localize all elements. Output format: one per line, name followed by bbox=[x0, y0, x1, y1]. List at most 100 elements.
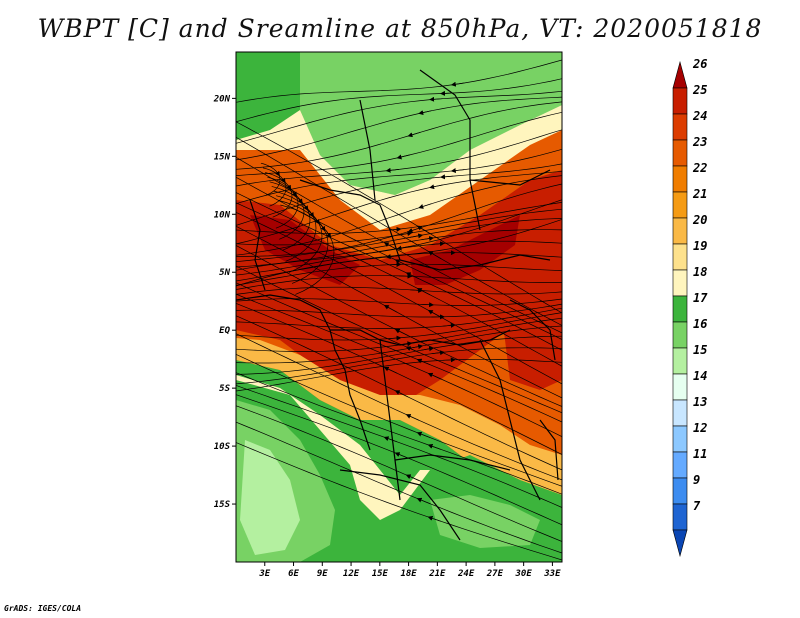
colorbar-label: 26 bbox=[692, 57, 707, 71]
lon-tick-label: 24E bbox=[457, 569, 475, 579]
border-line bbox=[419, 69, 481, 231]
streamline bbox=[236, 421, 562, 554]
streamline-arrow bbox=[420, 302, 435, 308]
streamline-arrow bbox=[383, 242, 398, 250]
border-line bbox=[394, 454, 511, 471]
streamline-arrow bbox=[427, 516, 442, 522]
streamline-arrow bbox=[429, 96, 443, 102]
north-green-region bbox=[300, 52, 562, 195]
streamline bbox=[236, 183, 562, 263]
streamline-arrow bbox=[394, 328, 409, 336]
streamline bbox=[236, 347, 562, 385]
lat-tick-label: 5S bbox=[219, 384, 230, 394]
streamline bbox=[236, 282, 562, 423]
colorbar-swatch bbox=[672, 503, 688, 531]
streamline bbox=[236, 303, 562, 318]
colorbar-label: 13 bbox=[693, 395, 707, 409]
streamline-arrow bbox=[427, 310, 442, 318]
border-line bbox=[299, 179, 401, 261]
border-line bbox=[236, 294, 371, 451]
streamline-arrow bbox=[405, 474, 420, 481]
streamline-arrow bbox=[420, 236, 435, 241]
colorbar-label: 25 bbox=[692, 83, 707, 97]
grads-credit: GrADS: IGES/COLA bbox=[4, 604, 82, 613]
colorbar-swatch bbox=[672, 269, 688, 297]
streamline bbox=[236, 265, 562, 414]
streamline-arrow bbox=[396, 245, 410, 251]
streamline-arrow bbox=[385, 167, 400, 173]
colorbar-swatch bbox=[672, 425, 688, 453]
streamline bbox=[236, 96, 562, 161]
latitude-axis: 20N 15N 10N 5N EQ 5S 10S 15S bbox=[213, 94, 236, 510]
streamline bbox=[236, 442, 562, 561]
streamline bbox=[236, 101, 562, 170]
streamline bbox=[236, 335, 562, 375]
country-borders bbox=[236, 69, 559, 541]
lat-tick-label: 10S bbox=[214, 442, 231, 452]
lat-tick-label: 5N bbox=[219, 268, 230, 278]
colorbar-label: 15 bbox=[693, 343, 707, 357]
streamline-arrow bbox=[407, 227, 421, 233]
streamline bbox=[236, 405, 562, 542]
south-yellow-band bbox=[236, 338, 562, 520]
border-line bbox=[479, 339, 541, 501]
colorbar-swatch bbox=[672, 321, 688, 349]
border-line bbox=[509, 299, 556, 361]
streamline-arrow bbox=[407, 131, 421, 138]
streamline bbox=[236, 211, 562, 385]
colorbar-label: 17 bbox=[693, 291, 708, 305]
colorbar-label: 22 bbox=[692, 161, 707, 175]
colorbar-swatch bbox=[672, 451, 688, 479]
streamline-arrow bbox=[275, 170, 280, 177]
north-west-green bbox=[236, 52, 300, 140]
streamline bbox=[236, 333, 562, 481]
colorbar-swatch bbox=[672, 529, 688, 558]
streamline-arrow bbox=[405, 414, 420, 421]
colorbar-swatch bbox=[672, 87, 688, 115]
lon-tick-label: 18E bbox=[400, 569, 417, 579]
lat-tick-label: 15N bbox=[214, 152, 231, 162]
warm-red-core bbox=[236, 170, 562, 405]
streamline-arrow bbox=[416, 358, 431, 366]
streamline-arrow bbox=[396, 154, 410, 160]
colorbar-swatch bbox=[672, 243, 688, 271]
colorbar-swatch bbox=[672, 477, 688, 505]
colorbar-swatch bbox=[672, 60, 688, 89]
streamline-arrow bbox=[409, 233, 424, 239]
streamline-arrow bbox=[418, 203, 432, 209]
colorbar-swatch bbox=[672, 113, 688, 141]
colorbar-label: 19 bbox=[693, 239, 707, 253]
streamline-arrow bbox=[442, 322, 456, 328]
colorbar-swatch bbox=[672, 347, 688, 375]
colorbar-label: 24 bbox=[692, 109, 707, 123]
streamline-arrow bbox=[394, 259, 409, 267]
border-line bbox=[399, 254, 551, 271]
colorbar-swatch bbox=[672, 295, 688, 323]
colorbar-label: 7 bbox=[693, 499, 701, 513]
lon-tick-label: 30E bbox=[515, 569, 533, 579]
streamline bbox=[236, 136, 562, 326]
colorbar-label: 11 bbox=[693, 447, 707, 461]
streamline-arrow bbox=[416, 431, 431, 438]
lon-tick-label: 33E bbox=[543, 569, 561, 579]
colorbar-swatch bbox=[672, 399, 688, 427]
colorbar-swatch bbox=[672, 217, 688, 245]
lon-tick-label: 3E bbox=[258, 569, 270, 579]
border-line bbox=[359, 99, 376, 201]
lat-tick-label: 10N bbox=[214, 210, 231, 220]
streamline-arrow bbox=[427, 372, 442, 380]
streamline bbox=[236, 358, 562, 392]
streamline-arrow bbox=[383, 436, 398, 443]
border-line bbox=[539, 419, 559, 481]
streamline-arrow bbox=[420, 346, 435, 352]
colorbar-label: 14 bbox=[693, 369, 707, 383]
streamline bbox=[236, 372, 562, 495]
streamline-arrow bbox=[326, 230, 332, 239]
border-line bbox=[249, 199, 266, 291]
streamline bbox=[236, 307, 562, 329]
colorbar-swatch bbox=[672, 191, 688, 219]
colorbar: 26 25 24 23 22 21 20 19 18 17 16 15 14 13 12 11 9 7 bbox=[672, 57, 708, 558]
streamline bbox=[276, 195, 323, 273]
southwest-pale-green bbox=[240, 440, 300, 555]
streamline-arrow bbox=[429, 184, 443, 190]
